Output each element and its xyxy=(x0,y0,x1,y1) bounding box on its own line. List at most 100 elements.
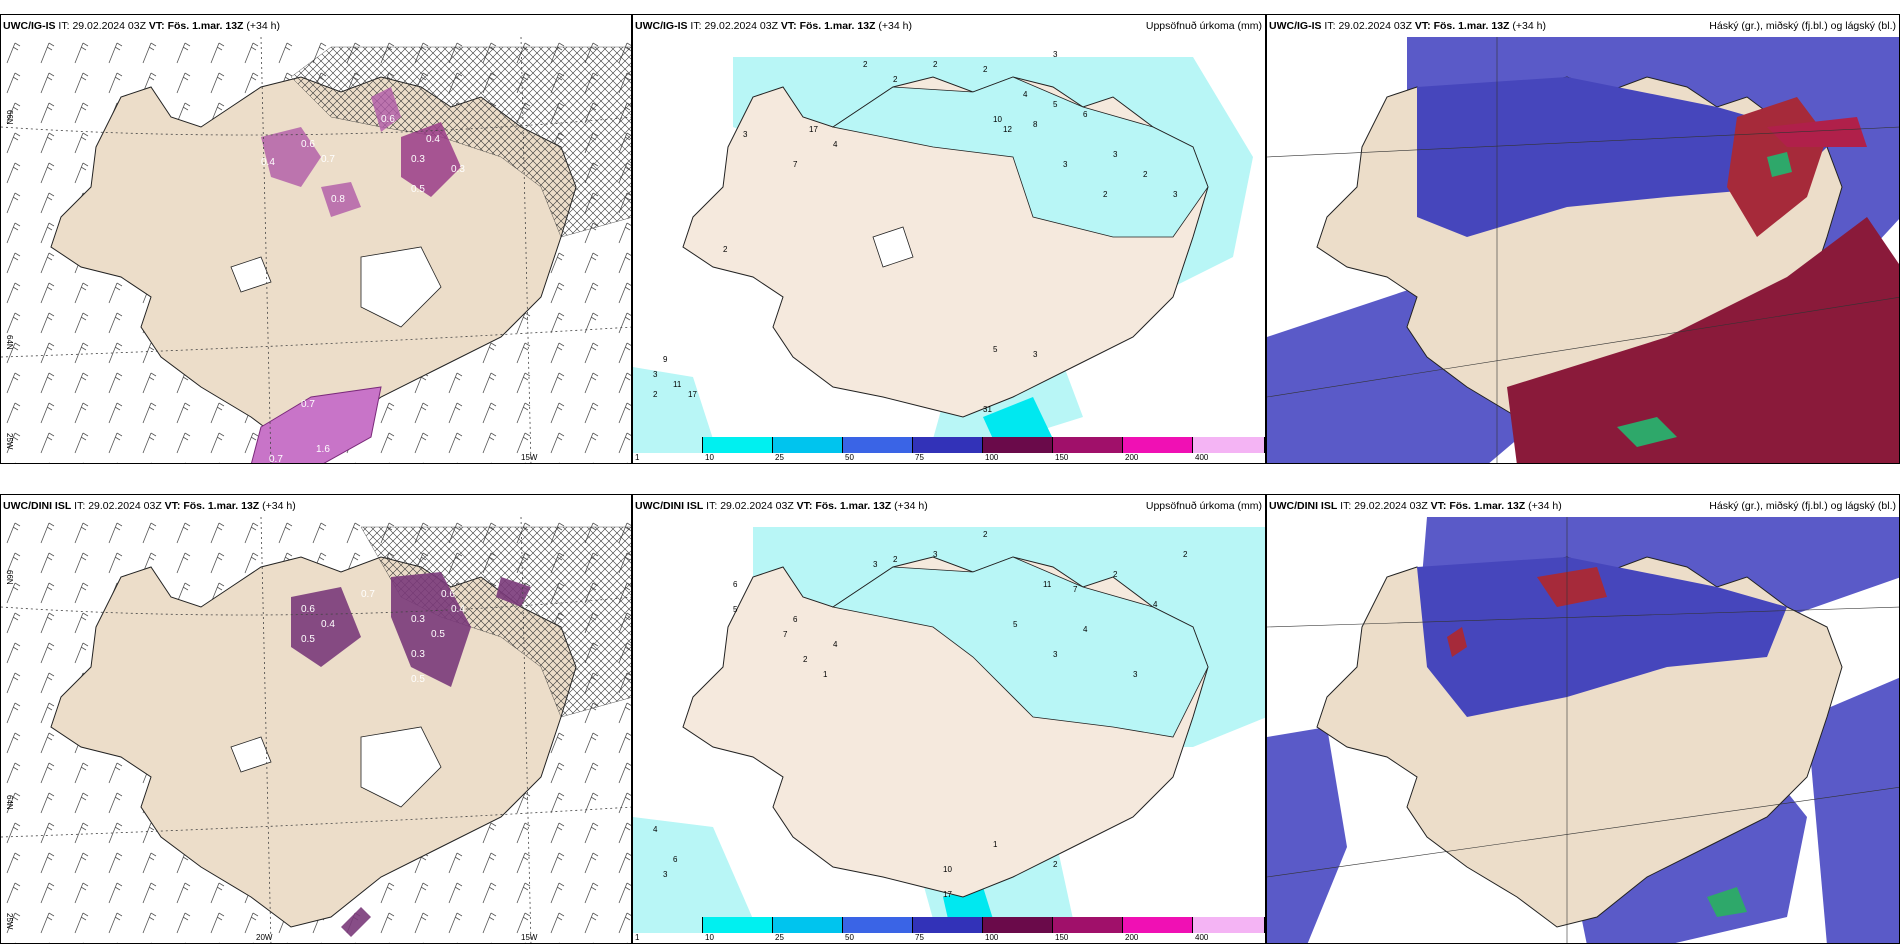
model-name: UWC/DINI ISL xyxy=(635,500,704,512)
precip-value: 2 xyxy=(933,60,938,69)
field-title: Háský (gr.), miðský (fj.bl.) og lágský (… xyxy=(1709,500,1896,512)
lat-label: 64N xyxy=(5,335,14,350)
precip-value: 2 xyxy=(723,245,728,254)
precip-value: 4 xyxy=(833,140,838,149)
map-clouds-top xyxy=(1267,37,1899,463)
lead-time: (+34 h) xyxy=(262,500,296,512)
ice-value: 0.4 xyxy=(451,604,465,615)
map-panel-precip-top: UWC/IG-IS IT: 29.02.2024 03Z VT: Fös. 1.… xyxy=(632,14,1266,464)
precip-value: 6 xyxy=(733,580,738,589)
ice-value: 0.7 xyxy=(269,454,283,464)
colorbar-swatch xyxy=(703,437,773,453)
precip-value: 17 xyxy=(809,125,818,134)
precip-value: 10 xyxy=(993,115,1002,124)
colorbar-tick: 150 xyxy=(1055,453,1069,462)
lead-time: (+34 h) xyxy=(894,500,928,512)
ice-value: 0.7 xyxy=(361,589,375,600)
valid-time: Fös. 1.mar. 13Z xyxy=(1449,500,1526,512)
lead-time: (+34 h) xyxy=(1528,500,1562,512)
ice-value: 0.4 xyxy=(261,157,275,168)
precip-value: 5 xyxy=(1013,620,1018,629)
lead-time: (+34 h) xyxy=(878,20,912,32)
lead-time: (+34 h) xyxy=(246,20,280,32)
ice-value: 0.5 xyxy=(411,674,425,685)
model-name: UWC/IG-IS xyxy=(1269,20,1322,32)
ice-value: 0.4 xyxy=(321,619,335,630)
precip-value: 17 xyxy=(688,390,697,399)
ice-values: 0.6 0.4 0.5 0.3 0.7 0.5 0.6 0.4 0.3 0.5 xyxy=(301,589,465,685)
map-precip-top: 2 2 2 2 3 4 5 6 3 2 3 17 4 3 7 2 3 9 11 … xyxy=(633,37,1265,439)
precip-value: 3 xyxy=(1033,350,1038,359)
map-panel-clouds-bottom: UWC/DINI ISL IT: 29.02.2024 03Z VT: Fös.… xyxy=(1266,494,1900,944)
precip-value: 7 xyxy=(783,630,788,639)
precip-value: 1 xyxy=(993,840,998,849)
precip-value: 3 xyxy=(743,130,748,139)
precip-value: 7 xyxy=(1073,585,1078,594)
ice-value: 0.3 xyxy=(411,614,425,625)
colorbar-tick: 400 xyxy=(1195,933,1209,942)
ice-value: 1.6 xyxy=(316,444,330,455)
colorbar-swatch xyxy=(1053,917,1123,933)
colorbar-swatch xyxy=(843,917,913,933)
ice-value: 0.3 xyxy=(411,649,425,660)
colorbar-tick: 10 xyxy=(705,453,714,462)
precip-value: 2 xyxy=(1103,190,1108,199)
colorbar-swatch xyxy=(1193,437,1265,453)
ice-value: 0.8 xyxy=(331,194,345,205)
valid-time: Fös. 1.mar. 13Z xyxy=(815,500,892,512)
ice-value: 0.6 xyxy=(301,139,315,150)
precip-value: 2 xyxy=(1053,860,1058,869)
ice-value: 0.6 xyxy=(301,604,315,615)
lat-label: 64N xyxy=(5,795,14,810)
ice-value: 0.7 xyxy=(321,154,335,165)
ice-value: 0.3 xyxy=(411,154,425,165)
colorbar-swatch xyxy=(913,917,983,933)
field-title: Háský (gr.), miðský (fj.bl.) og lágský (… xyxy=(1709,20,1896,32)
precip-value: 2 xyxy=(983,65,988,74)
precip-value: 5 xyxy=(733,605,738,614)
precip-value: 2 xyxy=(653,390,658,399)
init-time: 29.02.2024 03Z xyxy=(704,20,778,32)
lat-label: 66N xyxy=(5,570,14,585)
colorbar-tick: 400 xyxy=(1195,453,1209,462)
colorbar-swatch xyxy=(913,437,983,453)
it-label: IT: xyxy=(690,20,702,32)
panel-header: UWC/DINI ISL IT: 29.02.2024 03Z VT: Fös.… xyxy=(1267,495,1899,517)
it-label: IT: xyxy=(58,20,70,32)
map-precip-bottom: 2 3 2 3 5 6 11 7 4 3 2 6 4 10 17 2 1 3 7… xyxy=(633,517,1265,919)
colorbar-swatch xyxy=(1053,437,1123,453)
precip-value: 6 xyxy=(793,615,798,624)
precip-value: 3 xyxy=(663,870,668,879)
map-panel-ice-bottom-left: UWC/DINI ISL IT: 29.02.2024 03Z VT: Fös.… xyxy=(0,494,632,944)
init-time: 29.02.2024 03Z xyxy=(72,20,146,32)
precip-value: 4 xyxy=(1153,600,1158,609)
valid-time: Fös. 1.mar. 13Z xyxy=(799,20,876,32)
map-ice-wind-bottom: 0.6 0.4 0.5 0.3 0.7 0.5 0.6 0.4 0.3 0.5 xyxy=(1,517,631,943)
map-clouds-bottom xyxy=(1267,517,1899,943)
precip-value: 10 xyxy=(943,865,952,874)
lon-label: 25W xyxy=(5,913,14,930)
colorbar-tick: 1 xyxy=(635,933,640,942)
field-title: Uppsöfnuð úrkoma (mm) xyxy=(1145,500,1262,512)
precip-value: 11 xyxy=(673,380,682,389)
precip-value: 2 xyxy=(863,60,868,69)
precip-value: 3 xyxy=(1173,190,1178,199)
lat-label: 66N xyxy=(5,110,14,125)
model-name: UWC/DINI ISL xyxy=(3,500,72,512)
init-time: 29.02.2024 03Z xyxy=(1338,20,1412,32)
colorbar-swatch xyxy=(773,437,843,453)
colorbar-swatch xyxy=(983,917,1053,933)
ice-value: 0.5 xyxy=(301,634,315,645)
precip-value: 8 xyxy=(1033,120,1038,129)
precip-value: 12 xyxy=(1003,125,1012,134)
precip-value: 7 xyxy=(793,160,798,169)
colorbar-swatch xyxy=(633,437,703,453)
precip-value: 4 xyxy=(1083,625,1088,634)
precip-value: 2 xyxy=(893,75,898,84)
ice-value: 0.6 xyxy=(441,589,455,600)
ice-value: 0.3 xyxy=(451,164,465,175)
colorbar-tick: 100 xyxy=(985,933,999,942)
colorbar-swatch xyxy=(843,437,913,453)
it-label: IT: xyxy=(74,500,86,512)
precip-value: 4 xyxy=(1023,90,1028,99)
